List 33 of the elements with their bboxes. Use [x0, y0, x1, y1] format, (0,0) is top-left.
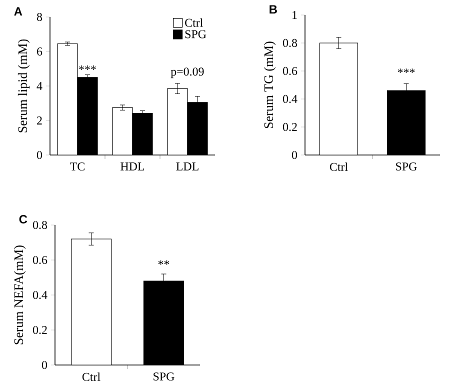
annotation: *** — [79, 66, 96, 70]
y-tick-label: 0.6 — [32, 256, 48, 264]
y-tick-label: 0.2 — [282, 122, 297, 132]
legend-label: Ctrl — [185, 18, 203, 27]
y-tick-label: 2 — [37, 116, 42, 124]
chart-title: A — [14, 7, 22, 16]
y-tick-label: 6 — [37, 47, 42, 56]
x-tick-label: TC — [70, 162, 84, 171]
y-tick-label: 0 — [292, 150, 298, 160]
y-tick-label: 0 — [36, 150, 42, 160]
y-tick-label: 0.4 — [282, 94, 298, 104]
chart-title: B — [270, 5, 277, 14]
annotation: p=0.09 — [170, 68, 204, 78]
annotation: *** — [398, 68, 415, 73]
y-tick-label: 0 — [42, 360, 48, 370]
y-tick-label: 8 — [36, 12, 42, 22]
y-tick-label: 4 — [36, 82, 42, 90]
x-tick-label: HDL — [120, 162, 144, 170]
y-tick-label: 0.8 — [282, 38, 298, 48]
x-tick-label: Ctrl — [330, 162, 348, 171]
y-tick-label: 1 — [292, 11, 297, 19]
y-axis-title: Serum lipid (mM) — [18, 39, 30, 132]
y-tick-label: 0.4 — [32, 290, 48, 300]
legend-label: SPG — [185, 30, 206, 38]
y-tick-label: 0.8 — [32, 220, 48, 230]
x-tick-label: LDL — [176, 162, 198, 170]
y-tick-label: 0.2 — [32, 326, 47, 334]
y-tick-label: 0.6 — [282, 66, 298, 76]
chart-title: C — [19, 215, 28, 224]
y-axis-title: Serum TG (mM) — [264, 42, 276, 128]
x-tick-label: SPG — [396, 162, 417, 171]
y-axis-title: Serum NEFA(mM) — [14, 246, 26, 344]
annotation: ** — [158, 260, 170, 265]
